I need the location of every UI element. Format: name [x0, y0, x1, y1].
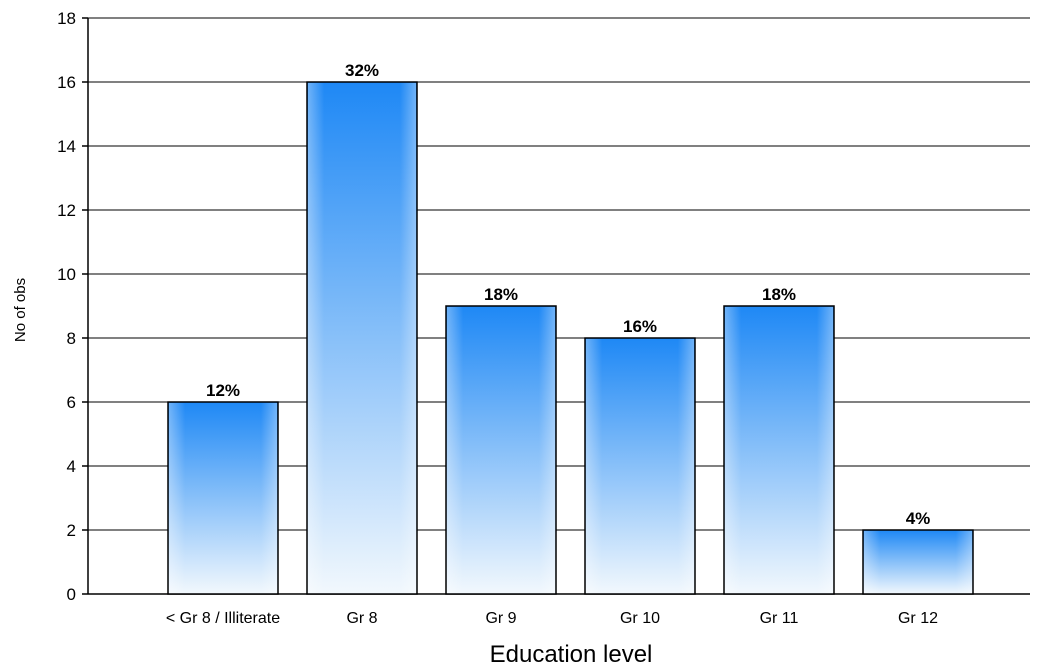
y-tick-label: 2	[67, 521, 76, 540]
bar-data-label: 16%	[623, 317, 657, 336]
bar-data-label: 4%	[906, 509, 931, 528]
y-tick-label: 4	[67, 457, 76, 476]
x-category-label: Gr 10	[620, 610, 660, 627]
x-category-label: Gr 12	[898, 610, 938, 627]
bar-highlight	[308, 83, 416, 593]
y-tick-label: 18	[57, 9, 76, 28]
bar-highlight	[447, 307, 555, 593]
bar-data-label: 12%	[206, 381, 240, 400]
y-tick-label: 12	[57, 201, 76, 220]
y-tick-label: 16	[57, 73, 76, 92]
bar-highlight	[725, 307, 833, 593]
y-tick-label: 10	[57, 265, 76, 284]
bar-highlight	[169, 403, 277, 593]
y-tick-label: 8	[67, 329, 76, 348]
bar-highlight	[864, 531, 972, 593]
bar-data-label: 32%	[345, 61, 379, 80]
y-tick-label: 6	[67, 393, 76, 412]
y-tick-label: 0	[67, 585, 76, 604]
y-axis-title: No of obs	[12, 278, 29, 342]
x-category-label: Gr 11	[760, 610, 799, 627]
bars	[167, 81, 974, 595]
y-tick-label: 14	[57, 137, 76, 156]
x-axis-title: Education level	[490, 641, 653, 668]
x-category-label: Gr 9	[485, 610, 516, 627]
bar-data-label: 18%	[484, 285, 518, 304]
bar-data-label: 18%	[762, 285, 796, 304]
labels: 0 2 4 6 8 10 12 14 16 18 12% < Gr 8 / Illiterate 32%…	[57, 9, 938, 627]
bar-highlight	[586, 339, 694, 593]
x-category-label: Gr 8	[346, 610, 377, 627]
x-category-label: < Gr 8 / Illiterate	[166, 610, 280, 627]
